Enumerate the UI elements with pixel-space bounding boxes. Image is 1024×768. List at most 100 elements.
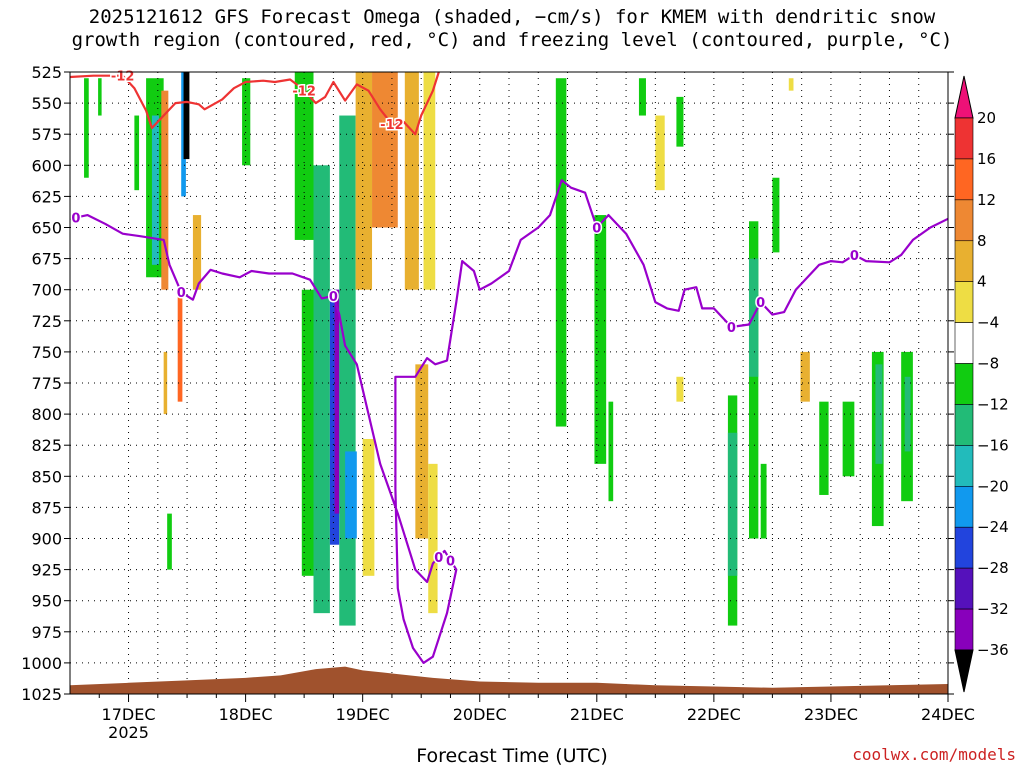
- y-tick-label: 750: [31, 343, 62, 362]
- colorbar-label: −28: [977, 559, 1009, 577]
- chart-title: 2025121612 GFS Forecast Omega (shaded, −…: [0, 6, 1024, 52]
- omega-region: [800, 351, 810, 402]
- omega-region: [676, 376, 684, 402]
- x-tick-label: 21DEC: [570, 705, 624, 724]
- y-tick-label: 725: [31, 312, 62, 331]
- freezing-level-label: 0: [71, 212, 80, 227]
- omega-region: [355, 72, 373, 290]
- omega-region: [345, 451, 357, 539]
- colorbar-label: −32: [977, 600, 1009, 618]
- omega-region: [655, 115, 665, 191]
- omega-region: [748, 221, 759, 539]
- omega-region: [842, 401, 855, 477]
- omega-region: [638, 78, 646, 116]
- colorbar-band: [954, 281, 974, 323]
- omega-region: [134, 115, 140, 191]
- y-tick-label: 650: [31, 219, 62, 238]
- colorbar-band: [954, 526, 974, 569]
- omega-region: [183, 72, 190, 160]
- colorbar-top-arrow: [954, 75, 974, 119]
- y-tick-label: 1025: [21, 685, 62, 704]
- omega-region: [313, 165, 330, 614]
- colorbar-label: −8: [977, 355, 999, 373]
- freezing-level-label: 0: [329, 290, 338, 305]
- omega-region: [161, 90, 169, 290]
- y-tick-label: 600: [31, 156, 62, 175]
- colorbar-label: −24: [977, 518, 1009, 536]
- omega-region: [760, 463, 767, 539]
- colorbar-label: −4: [977, 314, 999, 332]
- omega-region: [423, 72, 436, 290]
- colorbar-label: −20: [977, 477, 1009, 495]
- y-tick-label: 700: [31, 281, 62, 300]
- axes: 525 550 575 600 625 650 675 700 725 750 775 800 825 8…: [21, 63, 975, 742]
- omega-region: [819, 401, 829, 495]
- omega-region: [98, 78, 102, 116]
- y-tick-label: 800: [31, 405, 62, 424]
- y-tick-label: 1000: [21, 654, 62, 673]
- title-line-1: 2025121612 GFS Forecast Omega (shaded, −…: [88, 6, 936, 28]
- colorbar: 20 16 12 8 4 −4 −8 −12 −16 −20 −24 −28 −32 −36: [954, 75, 1009, 693]
- colorbar-band: [954, 363, 974, 405]
- colorbar-label: −12: [977, 395, 1009, 413]
- omega-region: [904, 376, 911, 452]
- grid-lines: [70, 71, 949, 695]
- omega-region: [334, 289, 340, 514]
- omega-region: [151, 115, 159, 265]
- surface-terrain: [70, 666, 948, 694]
- freezing-level-line: [69, 179, 949, 664]
- dgz-contour-label: -12: [292, 85, 316, 100]
- credit-link[interactable]: coolwx.com/models: [852, 745, 1016, 764]
- colorbar-band: [954, 199, 974, 242]
- y-tick-label: 975: [31, 623, 62, 642]
- colorbar-band: [954, 486, 974, 528]
- omega-region: [727, 432, 738, 576]
- colorbar-band: [954, 117, 974, 160]
- y-tick-label: 925: [31, 561, 62, 580]
- freezing-level-label: 0: [592, 222, 601, 237]
- colorbar-label: 20: [977, 109, 996, 127]
- dgz-contour-line: [69, 71, 440, 136]
- dgz-contour-label: -12: [111, 70, 135, 85]
- colorbar-band: [954, 158, 974, 201]
- y-tick-label: 825: [31, 436, 62, 455]
- omega-region: [177, 289, 183, 402]
- y-tick-label: 850: [31, 467, 62, 486]
- colorbar-label: 8: [977, 232, 987, 250]
- y-tick-label: 625: [31, 187, 62, 206]
- omega-region: [192, 215, 202, 290]
- omega-region: [415, 364, 429, 539]
- y-tick-label: 575: [31, 125, 62, 144]
- colorbar-band: [954, 240, 974, 282]
- omega-region: [362, 438, 375, 576]
- x-tick-label: 17DEC: [102, 705, 156, 724]
- omega-region: [372, 72, 398, 228]
- x-tick-label: 18DEC: [219, 705, 273, 724]
- x-tick-sublabel: 2025: [108, 723, 149, 742]
- y-tick-label: 775: [31, 374, 62, 393]
- x-tick-label: 20DEC: [453, 705, 507, 724]
- y-tick-label: 525: [31, 63, 62, 82]
- x-tick-label: 19DEC: [336, 705, 390, 724]
- colorbar-band: [954, 608, 974, 651]
- omega-region: [676, 96, 684, 147]
- freezing-level-label: 0: [446, 554, 455, 569]
- colorbar-label: −16: [977, 436, 1009, 454]
- freezing-level-label: 0: [756, 296, 765, 311]
- omega-region: [181, 72, 186, 197]
- title-line-2: growth region (contoured, red, °C) and f…: [71, 29, 953, 51]
- colorbar-band: [954, 567, 974, 610]
- omega-region: [242, 78, 251, 166]
- colorbar-label: −36: [977, 641, 1009, 659]
- y-tick-label: 875: [31, 498, 62, 517]
- colorbar-label: 4: [977, 273, 987, 291]
- omega-region: [339, 115, 356, 626]
- omega-region: [428, 463, 438, 614]
- omega-region: [788, 78, 794, 91]
- omega-region: [875, 364, 883, 464]
- y-tick-label: 675: [31, 250, 62, 269]
- dgz-contour-label: -12: [380, 118, 404, 133]
- y-tick-label: 950: [31, 592, 62, 611]
- x-tick-label: 23DEC: [804, 705, 858, 724]
